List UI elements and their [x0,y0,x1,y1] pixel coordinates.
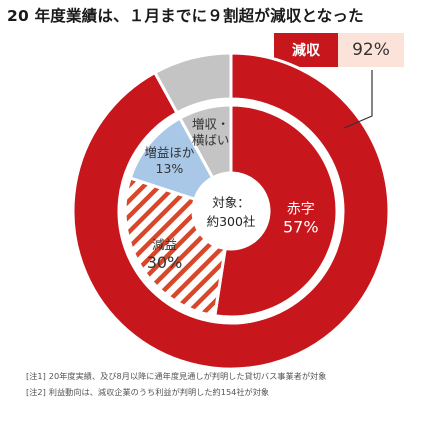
footnote-1-text: 20年度実績、及び8月以降に通年度見通しが判明した貸切バス事業者が対象 [48,371,327,381]
chart-title: 20 年度業績は、１月までに９割超が減収となった [7,7,364,25]
slice-label-増益ほか: 増益ほか [144,145,195,160]
slice-label-赤字: 赤字 [287,201,315,217]
footnote-2-tag: [注2] [26,387,46,397]
footnote-1: [注1] 20年度実績、及び8月以降に通年度見通しが判明した貸切バス事業者が対象 [26,368,326,384]
pie-slices [123,103,339,319]
outer-ring-segment-減収 [71,51,391,371]
footnotes: [注1] 20年度実績、及び8月以降に通年度見通しが判明した貸切バス事業者が対象 … [26,368,326,400]
footnote-2: [注2] 利益動向は、減収企業のうち利益が判明した約154社が対象 [26,384,326,400]
badge-value: 92% [338,33,404,67]
center-label-line2: 約300社 [207,214,256,229]
footnote-1-tag: [注1] [26,371,46,381]
outer-ring-segment-増収横ばい [152,51,233,115]
badge-leader-line [343,70,373,129]
slice-label-増収横ばい-1: 増収・ [192,117,230,132]
decline-badge: 減収 92% [274,33,404,67]
slice-value-減益: 30% [147,253,183,272]
slice-label-減益: 減益 [152,237,177,252]
slice-value-赤字: 57% [283,217,319,236]
slice-label-増収横ばい-2: 横ばい [192,133,230,148]
center-label-line1: 対象： [212,195,250,210]
slice-赤字 [213,103,339,319]
outer-ring [71,51,391,371]
footnote-2-text: 利益動向は、減収企業のうち利益が判明した約154社が対象 [48,387,270,397]
slice-value-増益ほか: 13% [156,161,184,176]
center-hole [193,173,269,249]
